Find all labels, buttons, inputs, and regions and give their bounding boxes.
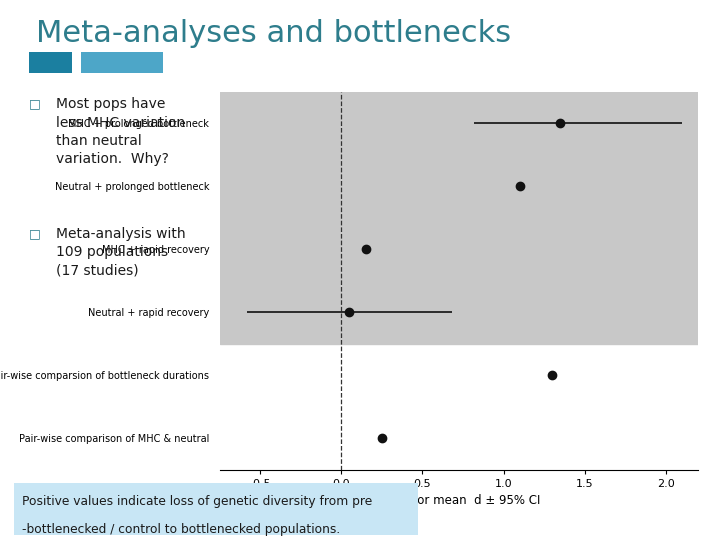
- Bar: [220, 92, 698, 344]
- Text: Meta-analyses and bottlenecks: Meta-analyses and bottlenecks: [36, 19, 511, 48]
- Text: Meta-analysis with
109 populations
(17 studies): Meta-analysis with 109 populations (17 s…: [56, 227, 186, 278]
- X-axis label: Posterior mean  d ± 95% CI: Posterior mean d ± 95% CI: [377, 495, 541, 508]
- Text: Most pops have
less MHC variation
than neutral
variation.  Why?: Most pops have less MHC variation than n…: [56, 97, 186, 166]
- Text: Positive values indicate loss of genetic diversity from pre: Positive values indicate loss of genetic…: [22, 495, 373, 508]
- Text: □: □: [29, 97, 40, 110]
- Text: □: □: [29, 227, 40, 240]
- Text: -bottlenecked / control to bottlenecked populations.: -bottlenecked / control to bottlenecked …: [22, 523, 341, 536]
